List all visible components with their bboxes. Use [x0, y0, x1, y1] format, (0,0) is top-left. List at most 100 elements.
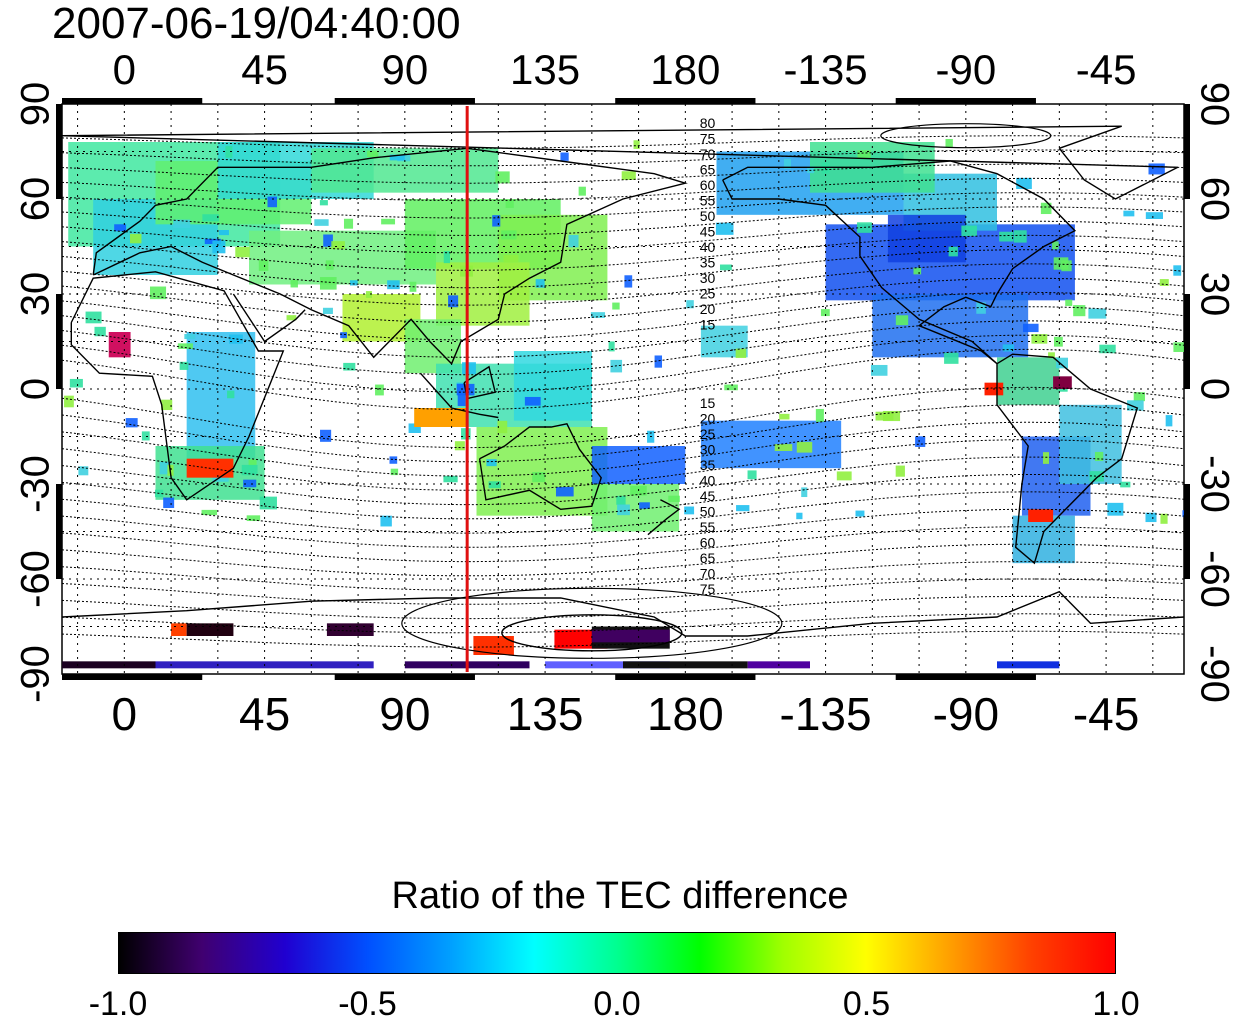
magnetic-latitude-contour [62, 277, 1184, 323]
magnetic-latitude-contour [62, 291, 1184, 341]
frame-tick-bar-right [1184, 104, 1190, 199]
contour-label: 60 [700, 177, 716, 193]
lon-tick-bottom: 90 [379, 688, 430, 740]
colorbar-tick-label: 0.0 [593, 985, 641, 1023]
tec-data-cell [488, 481, 501, 489]
magnetic-latitude-contour [62, 177, 1184, 202]
lon-tick-bottom: 45 [239, 688, 290, 740]
tec-data-cell [724, 384, 738, 391]
tec-data-cell [535, 279, 545, 288]
tec-data-cell [948, 246, 958, 257]
tec-hotspot [1028, 509, 1054, 522]
coastline [478, 423, 602, 511]
frame-tick-bar-top [895, 98, 1036, 104]
tec-data-cell [177, 343, 193, 349]
tec-data-cell [668, 495, 680, 502]
tec-data-cell [94, 326, 106, 337]
contour-label: 80 [700, 115, 716, 131]
lon-tick-top: -90 [935, 46, 996, 93]
tec-data-cell [319, 200, 328, 206]
tec-data-cell [895, 315, 909, 326]
tec-data-cell [225, 146, 233, 158]
antarctic-data-strip [62, 661, 156, 669]
tec-data-cell [243, 479, 257, 488]
tec-data-cell [323, 234, 333, 247]
tec-data-cell [1056, 357, 1069, 369]
tec-data-cell [259, 496, 277, 510]
tec-data-cell [715, 222, 734, 235]
magnetic-latitude-contour [62, 306, 1184, 358]
tec-data-cell [783, 158, 792, 169]
tec-data-cell [1088, 308, 1107, 319]
tec-data-cell [486, 459, 497, 467]
tec-data-cell [1145, 212, 1163, 219]
tec-data-cell [212, 240, 226, 254]
contour-label: 40 [700, 473, 716, 489]
tec-data-cell [895, 465, 905, 477]
tec-data-cell [1094, 451, 1104, 462]
tec-data-cell [1123, 210, 1135, 217]
tec-data-cell [1173, 265, 1182, 276]
tec-data-cell [836, 471, 852, 481]
magnetic-latitude-contour [62, 234, 1184, 271]
tec-data-cell [608, 341, 615, 352]
colorbar-title: Ratio of the TEC difference [391, 875, 849, 917]
frame-tick-bar-top [62, 98, 203, 104]
frame-tick-bar-bottom [895, 674, 1036, 680]
antarctic-data-block [326, 623, 374, 636]
tec-data-cell [815, 408, 824, 422]
tec-data-cell [820, 309, 830, 317]
tec-data-cell [568, 234, 579, 248]
contour-label: 40 [700, 239, 716, 255]
tec-data-cell [1160, 513, 1168, 524]
lat-tick-left: -60 [14, 550, 58, 608]
tec-data-cell [387, 280, 400, 290]
tec-data-cell [976, 302, 986, 314]
tec-data-cell [1133, 392, 1145, 402]
tec-data-cell [1022, 323, 1039, 333]
tec-data-cell [129, 233, 142, 244]
tec-data-cell [1145, 512, 1157, 523]
tec-data-cell [1031, 334, 1048, 344]
tec-data-cell [747, 470, 757, 480]
tec-data-cell [184, 334, 196, 340]
magnetic-latitude-contour [62, 630, 1184, 648]
contour-label: 35 [700, 255, 716, 271]
coastline [647, 499, 681, 536]
lat-tick-left: 60 [14, 177, 58, 222]
tec-data-cell [578, 186, 586, 196]
tec-data-cell [159, 461, 171, 475]
tec-data-cell [801, 487, 808, 498]
tec-data-cell [248, 459, 257, 467]
coastline [70, 271, 285, 501]
tec-data-cell [375, 384, 384, 396]
contour-label: 50 [700, 208, 716, 224]
plot-title: 2007-06-19/04:40:00 [52, 0, 461, 48]
lon-tick-top: -135 [784, 46, 868, 93]
coastline [92, 147, 688, 365]
tec-hotspot [414, 408, 468, 427]
tec-data-cell [1107, 502, 1124, 516]
lon-tick-bottom: 135 [507, 688, 584, 740]
coastline [232, 293, 306, 343]
frame-tick-bar-left [56, 484, 62, 579]
tec-data-cell [314, 219, 329, 226]
tec-data-cell [462, 362, 476, 375]
contour-label: 55 [700, 519, 716, 535]
tec-data-cell [320, 429, 332, 442]
tec-data-cell [779, 413, 790, 420]
contour-label: 35 [700, 457, 716, 473]
tec-data-cell [286, 315, 297, 321]
contour-label: 25 [700, 426, 716, 442]
contour-label: 65 [700, 162, 716, 178]
magnetic-latitude-contour [62, 595, 1184, 620]
lon-tick-top: 45 [241, 46, 288, 93]
magnetic-latitude-contour [62, 508, 1184, 548]
lat-tick-right: 30 [1192, 272, 1236, 317]
lat-tick-left: -90 [14, 645, 58, 703]
tec-data-cell [69, 378, 83, 388]
tec-data-cell [497, 420, 508, 434]
magnetic-latitude-contour [62, 220, 1184, 254]
tec-data-patch [591, 446, 686, 484]
tec-data-cell [125, 418, 138, 428]
